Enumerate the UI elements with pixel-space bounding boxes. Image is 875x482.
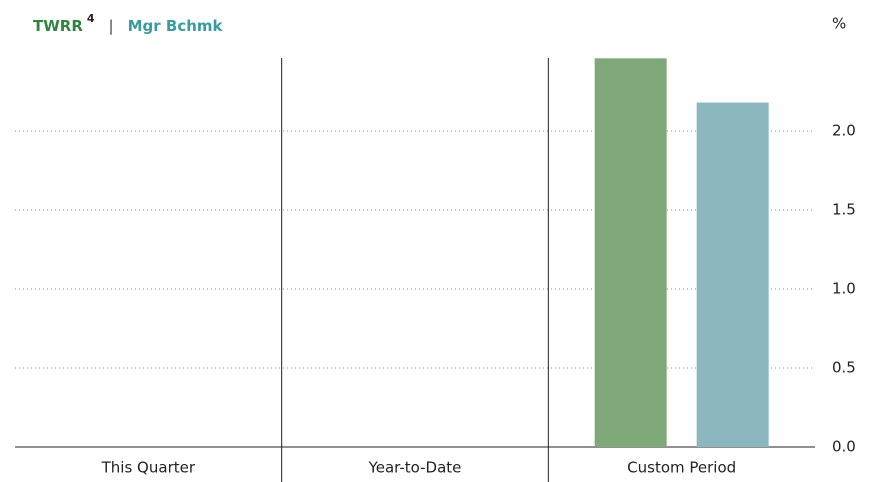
bar (696, 102, 769, 447)
y-tick-label: 2.0 (832, 122, 856, 140)
y-tick-label: 1.5 (832, 201, 856, 219)
x-tick-label: Custom Period (627, 459, 736, 477)
legend-separator: | (109, 17, 114, 35)
footnote-ref: 4 (87, 12, 95, 25)
y-tick-label: 0.0 (832, 438, 856, 456)
unit-label: % (832, 15, 846, 33)
y-tick-label: 1.0 (832, 280, 856, 298)
x-tick-label: Year-to-Date (368, 459, 462, 477)
x-tick-label: This Quarter (101, 459, 196, 477)
legend-entry: Mgr Bchmk (128, 17, 224, 35)
y-tick-label: 0.5 (832, 359, 856, 377)
legend: TWRR 4 | Mgr Bchmk (33, 12, 224, 35)
legend-entry: TWRR (33, 17, 83, 35)
bar (594, 58, 667, 447)
